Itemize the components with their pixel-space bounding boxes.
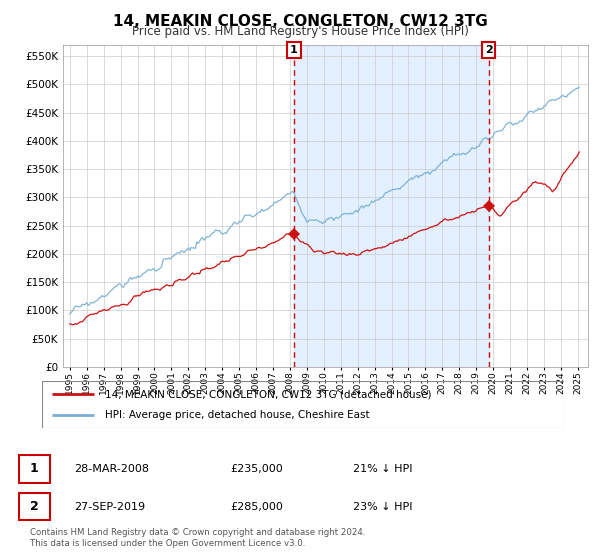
Text: 14, MEAKIN CLOSE, CONGLETON, CW12 3TG: 14, MEAKIN CLOSE, CONGLETON, CW12 3TG	[113, 14, 487, 29]
Text: 28-MAR-2008: 28-MAR-2008	[74, 464, 149, 474]
Bar	[19, 493, 50, 520]
Bar	[19, 455, 50, 483]
Text: HPI: Average price, detached house, Cheshire East: HPI: Average price, detached house, Ches…	[104, 410, 369, 420]
Text: Contains HM Land Registry data © Crown copyright and database right 2024.
This d: Contains HM Land Registry data © Crown c…	[30, 528, 365, 548]
Text: £285,000: £285,000	[230, 502, 283, 511]
Text: 27-SEP-2019: 27-SEP-2019	[74, 502, 145, 511]
Text: £235,000: £235,000	[230, 464, 283, 474]
Text: 1: 1	[290, 45, 298, 55]
Text: 21% ↓ HPI: 21% ↓ HPI	[353, 464, 412, 474]
Text: 23% ↓ HPI: 23% ↓ HPI	[353, 502, 412, 511]
Text: Price paid vs. HM Land Registry's House Price Index (HPI): Price paid vs. HM Land Registry's House …	[131, 25, 469, 38]
Text: 2: 2	[30, 500, 38, 513]
Text: 14, MEAKIN CLOSE, CONGLETON, CW12 3TG (detached house): 14, MEAKIN CLOSE, CONGLETON, CW12 3TG (d…	[104, 389, 431, 399]
Bar	[294, 45, 489, 367]
Text: 1: 1	[30, 463, 38, 475]
Text: 2: 2	[485, 45, 493, 55]
